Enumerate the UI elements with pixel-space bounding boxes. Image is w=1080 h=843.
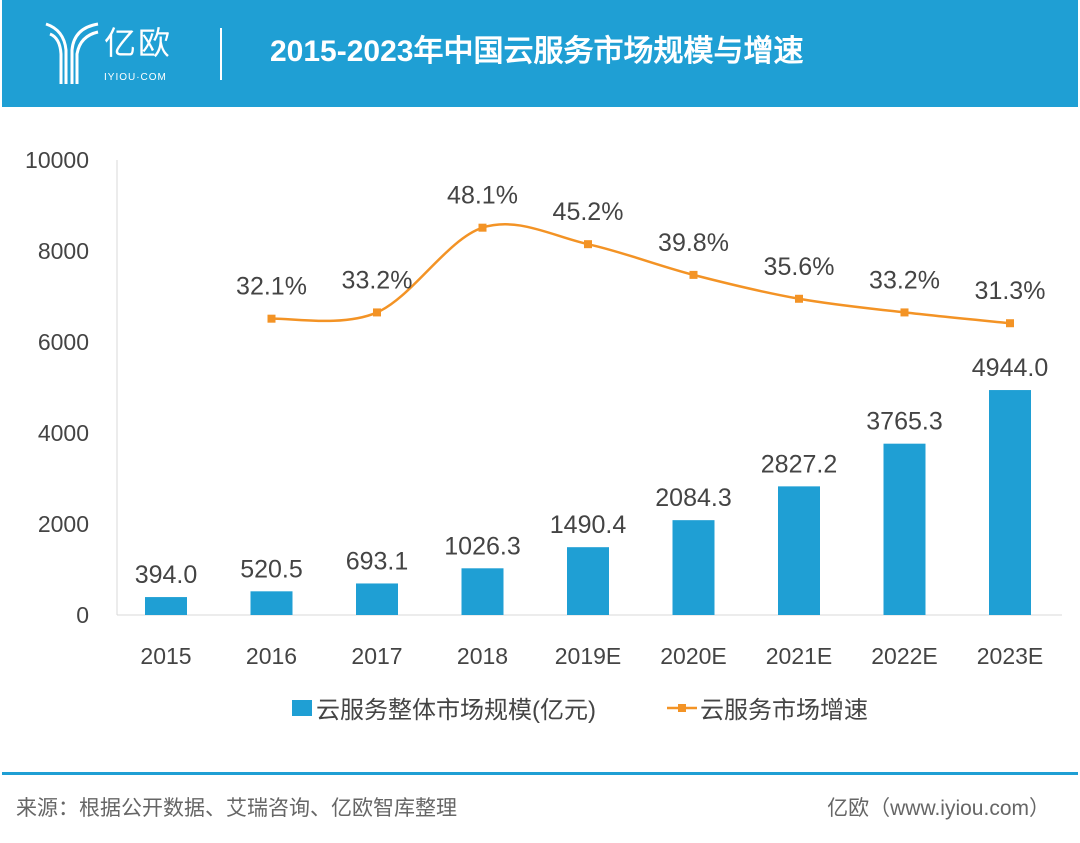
x-tick-label: 2016 [246, 643, 297, 669]
y-tick-label: 0 [76, 602, 89, 628]
bar-data-label: 693.1 [346, 547, 409, 575]
x-tick-label: 2020E [660, 643, 727, 669]
logo-icon [45, 22, 99, 84]
x-tick-label: 2019E [555, 643, 622, 669]
bar-data-label: 2827.2 [761, 450, 837, 478]
legend-line-marker [678, 704, 686, 712]
line-marker [900, 308, 909, 317]
bar [250, 591, 293, 615]
bar-data-label: 2084.3 [655, 484, 731, 512]
line-data-label: 35.6% [764, 253, 835, 281]
bar [145, 597, 187, 615]
x-tick-label: 2022E [871, 643, 938, 669]
line-marker [795, 294, 803, 303]
line-marker [689, 270, 698, 279]
logo: 亿欧 IYIOU·COM [44, 20, 194, 90]
x-tick-label: 2018 [457, 643, 508, 669]
y-tick-label: 4000 [38, 420, 89, 446]
legend-line-label: 云服务市场增速 [700, 697, 868, 724]
line-marker [584, 240, 592, 249]
bar-data-label: 394.0 [135, 561, 198, 589]
growth-line [271, 223, 1011, 325]
bar-data-label: 3765.3 [866, 408, 942, 436]
line-data-label: 39.8% [658, 229, 729, 257]
line-data-label: 33.2% [869, 266, 940, 294]
x-tick-label: 2017 [351, 643, 402, 669]
y-tick-label: 10000 [25, 147, 89, 173]
line-marker [373, 308, 381, 317]
line-marker [1006, 319, 1014, 328]
bar-data-label: 520.5 [240, 555, 303, 583]
bar-data-label: 1490.4 [550, 511, 627, 539]
bar [567, 547, 609, 615]
y-tick-label: 6000 [38, 329, 89, 355]
line-marker [267, 314, 276, 323]
line-marker [478, 223, 487, 232]
line-data-label: 45.2% [553, 198, 624, 226]
line-data-label: 32.1% [236, 273, 307, 301]
bar [778, 486, 820, 615]
legend-bar-label: 云服务整体市场规模(亿元) [316, 697, 596, 724]
x-tick-label: 2023E [977, 643, 1044, 669]
legend-bar-swatch [292, 700, 312, 716]
footer-divider [2, 772, 1078, 775]
x-tick-label: 2015 [140, 643, 191, 669]
logo-text: 亿欧 [104, 25, 173, 61]
logo-subtext: IYIOU·COM [104, 72, 167, 83]
x-tick-label: 2021E [766, 643, 833, 669]
line-data-label: 48.1% [447, 182, 518, 210]
chart: 0 2000 4000 6000 8000 10000 2015 2016 2017 2018 20… [25, 147, 1062, 724]
bar [883, 443, 926, 615]
line-data-label: 31.3% [975, 277, 1046, 305]
line-data-label: 33.2% [342, 266, 413, 294]
bar [672, 520, 715, 615]
site-credit: 亿欧（www.iyiou.com） [827, 797, 1050, 820]
bar [461, 568, 504, 615]
divider [220, 28, 222, 80]
y-tick-label: 2000 [38, 511, 89, 537]
y-tick-label: 8000 [38, 238, 89, 264]
bar-data-label: 4944.0 [972, 354, 1048, 382]
bar [356, 583, 398, 615]
bar-data-label: 1026.3 [444, 532, 520, 560]
source-note: 来源：根据公开数据、艾瑞咨询、亿欧智库整理 [16, 797, 457, 820]
page-title: 2015-2023年中国云服务市场规模与增速 [270, 35, 804, 68]
header-banner: 亿欧 IYIOU·COM 2015-2023年中国云服务市场规模与增速 [2, 0, 1078, 107]
bar [989, 390, 1031, 615]
